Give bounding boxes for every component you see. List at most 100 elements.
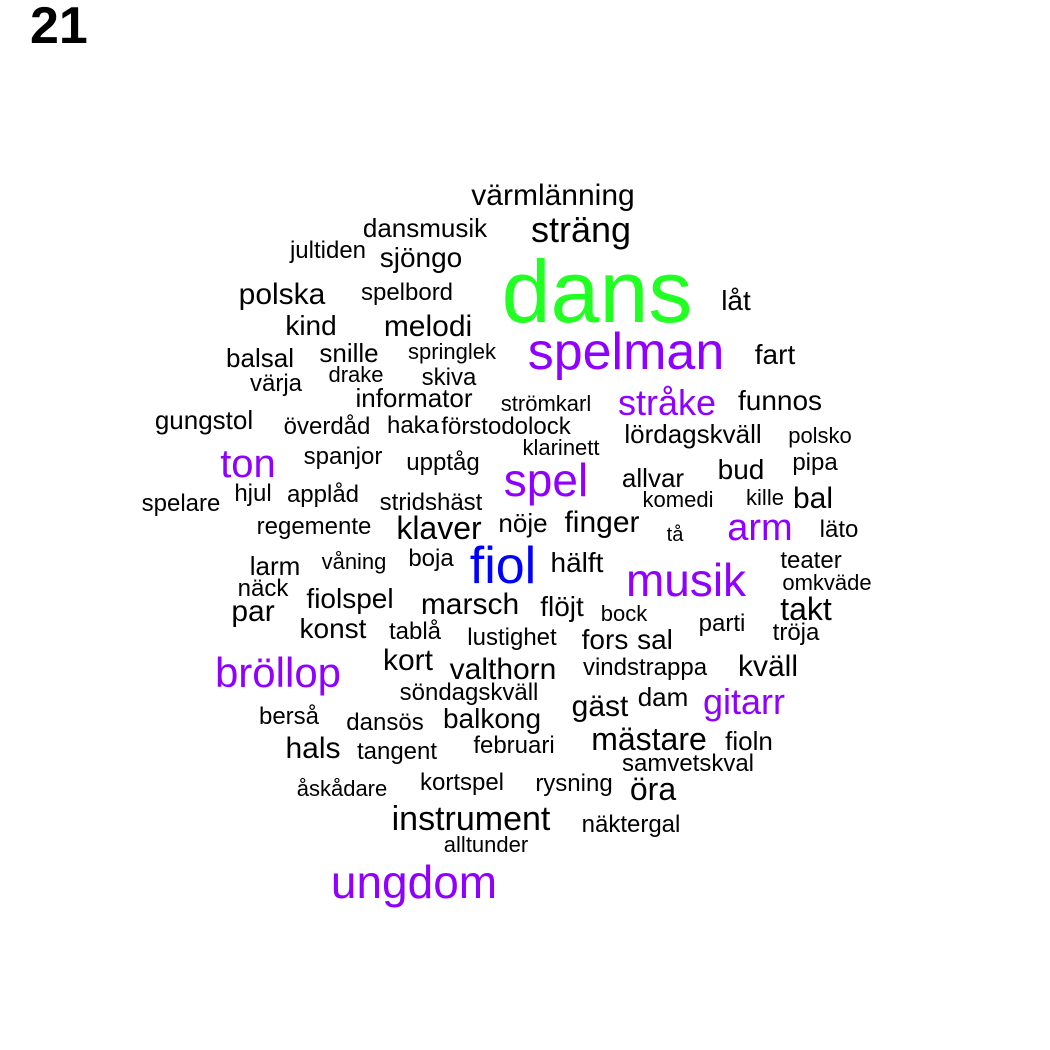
- cloud-word: jultiden: [289, 237, 367, 264]
- cloud-word: polska: [238, 278, 326, 311]
- cloud-word: spelman: [527, 323, 725, 381]
- cloud-word: klaver: [396, 510, 482, 546]
- cloud-word: nöje: [498, 508, 548, 538]
- cloud-word: kind: [285, 310, 337, 341]
- cloud-word: hjul: [234, 480, 272, 507]
- cloud-word: sjöngo: [379, 242, 463, 273]
- cloud-word: takt: [780, 591, 832, 627]
- cloud-word: dansös: [346, 709, 424, 736]
- cloud-word: regemente: [256, 513, 372, 540]
- cloud-word: haka: [386, 412, 440, 439]
- cloud-word: läto: [819, 516, 859, 543]
- cloud-word: konst: [299, 613, 367, 644]
- cloud-word: öra: [629, 771, 677, 807]
- cloud-word: låt: [721, 285, 751, 316]
- cloud-word: snille: [319, 338, 379, 368]
- cloud-word: funnos: [737, 385, 823, 416]
- cloud-word: lustighet: [467, 624, 557, 651]
- cloud-word: musik: [625, 554, 747, 606]
- cloud-word: bal: [792, 482, 834, 515]
- cloud-word: komedi: [642, 487, 714, 512]
- cloud-word: näktergal: [581, 811, 681, 838]
- cloud-word: gungstol: [154, 405, 254, 435]
- cloud-word: gitarr: [702, 681, 786, 722]
- cloud-word: dam: [637, 682, 689, 712]
- cloud-word: ton: [220, 442, 276, 486]
- cloud-word: informator: [355, 383, 473, 413]
- cloud-word: februari: [473, 732, 555, 759]
- cloud-word: hälft: [550, 547, 604, 578]
- cloud-word: skiva: [421, 364, 477, 391]
- cloud-word: spanjor: [303, 443, 383, 470]
- cloud-word: arm: [727, 507, 793, 549]
- cloud-word: stridshäst: [379, 489, 483, 516]
- cloud-word: drake: [328, 362, 384, 387]
- cloud-word: strömkarl: [500, 391, 592, 416]
- cloud-word: teater: [780, 547, 842, 574]
- cloud-word: sträng: [530, 209, 632, 250]
- cloud-word: springlek: [407, 339, 497, 364]
- cloud-word: kortspel: [419, 769, 505, 796]
- cloud-word: instrument: [391, 800, 551, 838]
- cloud-word: bröllop: [214, 649, 342, 696]
- cloud-word: mästare: [591, 721, 707, 757]
- cloud-word: balsal: [226, 343, 294, 373]
- cloud-word: parti: [698, 610, 746, 637]
- cloud-word: värmlänning: [471, 179, 635, 212]
- cloud-word: valthorn: [449, 653, 557, 686]
- cloud-word: gäst: [571, 690, 629, 723]
- cloud-word: finger: [564, 506, 640, 539]
- cloud-word: bock: [600, 601, 648, 626]
- cloud-word: tangent: [356, 738, 438, 765]
- cloud-word: ungdom: [330, 856, 498, 908]
- cloud-word: tå: [666, 524, 684, 546]
- cloud-word: pipa: [792, 449, 838, 476]
- cloud-word: stråke: [617, 382, 717, 423]
- cloud-word: sal: [637, 624, 673, 655]
- cloud-word: hals: [285, 732, 341, 765]
- cloud-word: spelare: [141, 490, 221, 517]
- cloud-word: spel: [503, 454, 589, 506]
- cloud-word: lördagskväll: [624, 419, 762, 449]
- cloud-word: omkväde: [782, 570, 872, 595]
- cloud-word: överdåd: [283, 413, 371, 440]
- cloud-word: rysning: [535, 770, 613, 797]
- cloud-word: våning: [321, 549, 387, 574]
- cloud-word: fors: [581, 624, 629, 655]
- cloud-word: klarinett: [522, 435, 600, 460]
- cloud-word: kväll: [737, 650, 799, 683]
- cloud-word: förstodolock: [441, 413, 571, 440]
- cloud-word: flöjt: [540, 591, 584, 622]
- cloud-word: par: [231, 595, 275, 628]
- cloud-word: dans: [501, 242, 693, 341]
- cloud-word: boja: [408, 545, 454, 572]
- cloud-word: allvar: [621, 463, 685, 493]
- cloud-word: alltunder: [443, 832, 529, 857]
- page-number: 21: [30, 0, 88, 55]
- cloud-word: åskådare: [296, 776, 388, 801]
- cloud-word: vindstrappa: [582, 654, 708, 681]
- cloud-word: fioln: [725, 726, 773, 756]
- cloud-word: fart: [754, 339, 796, 370]
- cloud-word: applåd: [286, 481, 360, 508]
- cloud-word: kort: [382, 644, 434, 677]
- cloud-word: upptåg: [406, 449, 480, 476]
- cloud-word: dansmusik: [362, 213, 488, 243]
- cloud-word: larm: [249, 551, 301, 581]
- cloud-word: bud: [717, 454, 765, 485]
- cloud-word: samvetskval: [621, 750, 755, 777]
- cloud-word: tröja: [772, 619, 820, 646]
- cloud-word: balkong: [442, 703, 542, 734]
- cloud-word: fiol: [469, 537, 537, 595]
- cloud-word: fiolspel: [306, 583, 394, 614]
- cloud-word: näck: [237, 575, 289, 602]
- cloud-word: spelbord: [360, 279, 454, 306]
- cloud-word: polsko: [788, 423, 852, 448]
- cloud-word: söndagskväll: [399, 679, 539, 706]
- cloud-word: värja: [249, 370, 303, 397]
- cloud-word: kille: [746, 485, 784, 510]
- cloud-word: berså: [258, 703, 320, 730]
- cloud-word: melodi: [383, 310, 473, 343]
- cloud-word: marsch: [420, 588, 520, 621]
